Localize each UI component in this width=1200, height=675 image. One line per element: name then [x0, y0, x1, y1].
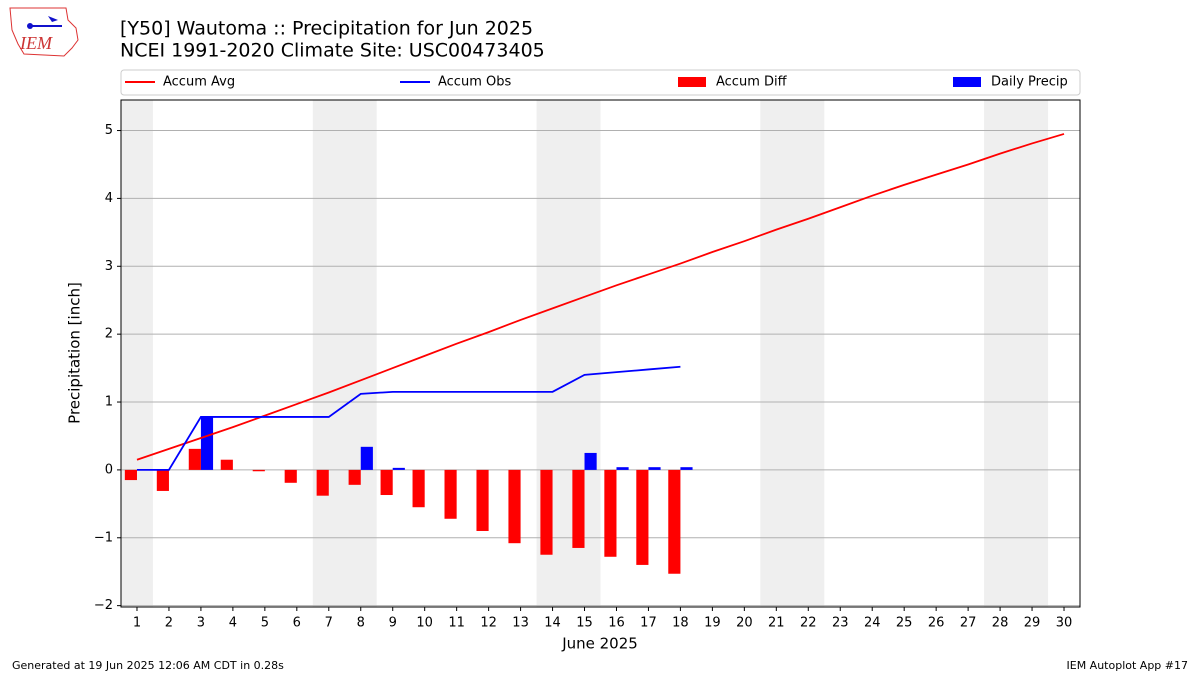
- bar: [380, 469, 393, 496]
- x-tick-label: 15: [576, 616, 593, 631]
- x-tick-label: 4: [229, 616, 237, 631]
- chart-subtitle: NCEI 1991-2020 Climate Site: USC00473405: [120, 40, 545, 62]
- legend-box: [120, 69, 1081, 96]
- x-tick-label: 13: [512, 616, 529, 631]
- bar: [584, 452, 597, 470]
- y-tick-label: 2: [105, 327, 113, 342]
- y-tick-label: 0: [105, 462, 113, 477]
- bar: [648, 467, 661, 470]
- x-tick-label: 19: [704, 616, 721, 631]
- x-tick-label: 24: [864, 616, 881, 631]
- x-tick-label: 1: [133, 616, 141, 631]
- x-tick-label: 3: [197, 616, 205, 631]
- bar: [412, 469, 425, 508]
- y-tick-label: 3: [105, 259, 113, 274]
- legend-swatch: [678, 77, 706, 87]
- y-tick-label: 5: [105, 123, 113, 138]
- x-tick-label: 5: [261, 616, 269, 631]
- bar: [616, 467, 629, 470]
- footer-right: IEM Autoplot App #17: [1067, 659, 1189, 672]
- x-tick-label: 2: [165, 616, 173, 631]
- y-tick-label: −2: [94, 598, 113, 613]
- x-tick-label: 21: [768, 616, 785, 631]
- bar: [508, 469, 521, 544]
- bar: [316, 469, 329, 496]
- weekend-shade: [760, 100, 825, 607]
- x-tick-label: 9: [389, 616, 397, 631]
- logo: IEM: [9, 7, 79, 57]
- bar: [668, 469, 681, 574]
- bar: [572, 469, 585, 548]
- y-tick-label: −1: [94, 530, 113, 545]
- y-tick-label: 4: [105, 191, 113, 206]
- bar: [124, 469, 137, 481]
- x-tick-label: 10: [416, 616, 433, 631]
- weekend-shade: [984, 100, 1049, 607]
- x-tick-label: 30: [1056, 616, 1073, 631]
- bar: [540, 469, 553, 555]
- y-tick-label: 1: [105, 395, 113, 410]
- x-tick-label: 16: [608, 616, 625, 631]
- y-axis-label: Precipitation [inch]: [66, 282, 84, 424]
- plot-area: [121, 100, 1080, 607]
- x-tick-label: 12: [480, 616, 497, 631]
- legend-label: Daily Precip: [991, 75, 1068, 90]
- weekend-shade: [121, 100, 153, 607]
- x-tick-label: 6: [293, 616, 301, 631]
- footer-left: Generated at 19 Jun 2025 12:06 AM CDT in…: [12, 659, 284, 672]
- x-tick-label: 23: [832, 616, 849, 631]
- legend-label: Accum Obs: [438, 75, 511, 90]
- bar: [220, 459, 233, 470]
- legend-label: Accum Diff: [716, 75, 788, 90]
- bar: [252, 469, 265, 472]
- plot-frame: [120, 99, 1081, 608]
- x-axis-label: June 2025: [561, 635, 638, 653]
- bar: [476, 469, 489, 531]
- legend-label: Accum Avg: [163, 75, 235, 90]
- x-tick-label: 14: [544, 616, 561, 631]
- bar: [392, 467, 405, 470]
- legend-swatch: [953, 77, 981, 87]
- x-tick-label: 25: [896, 616, 913, 631]
- line: [136, 365, 681, 471]
- bar: [444, 469, 457, 519]
- bar: [604, 469, 617, 557]
- x-tick-label: 29: [1024, 616, 1041, 631]
- line: [136, 133, 1065, 461]
- logo-text: IEM: [19, 33, 53, 53]
- bar: [200, 416, 214, 470]
- chart-title: [Y50] Wautoma :: Precipitation for Jun 2…: [120, 18, 533, 40]
- bar: [156, 469, 169, 491]
- x-tick-label: 28: [992, 616, 1009, 631]
- bar: [284, 469, 297, 483]
- bar: [360, 446, 373, 470]
- x-tick-label: 26: [928, 616, 945, 631]
- weekend-shade: [312, 100, 377, 607]
- bar: [348, 469, 361, 485]
- x-tick-label: 7: [325, 616, 333, 631]
- bar: [680, 467, 693, 470]
- x-tick-label: 8: [357, 616, 365, 631]
- x-tick-label: 20: [736, 616, 753, 631]
- x-tick-label: 17: [640, 616, 657, 631]
- x-tick-label: 27: [960, 616, 977, 631]
- bar: [188, 448, 201, 470]
- x-tick-label: 18: [672, 616, 689, 631]
- x-tick-label: 22: [800, 616, 817, 631]
- x-tick-label: 11: [448, 616, 465, 631]
- bar: [636, 469, 649, 565]
